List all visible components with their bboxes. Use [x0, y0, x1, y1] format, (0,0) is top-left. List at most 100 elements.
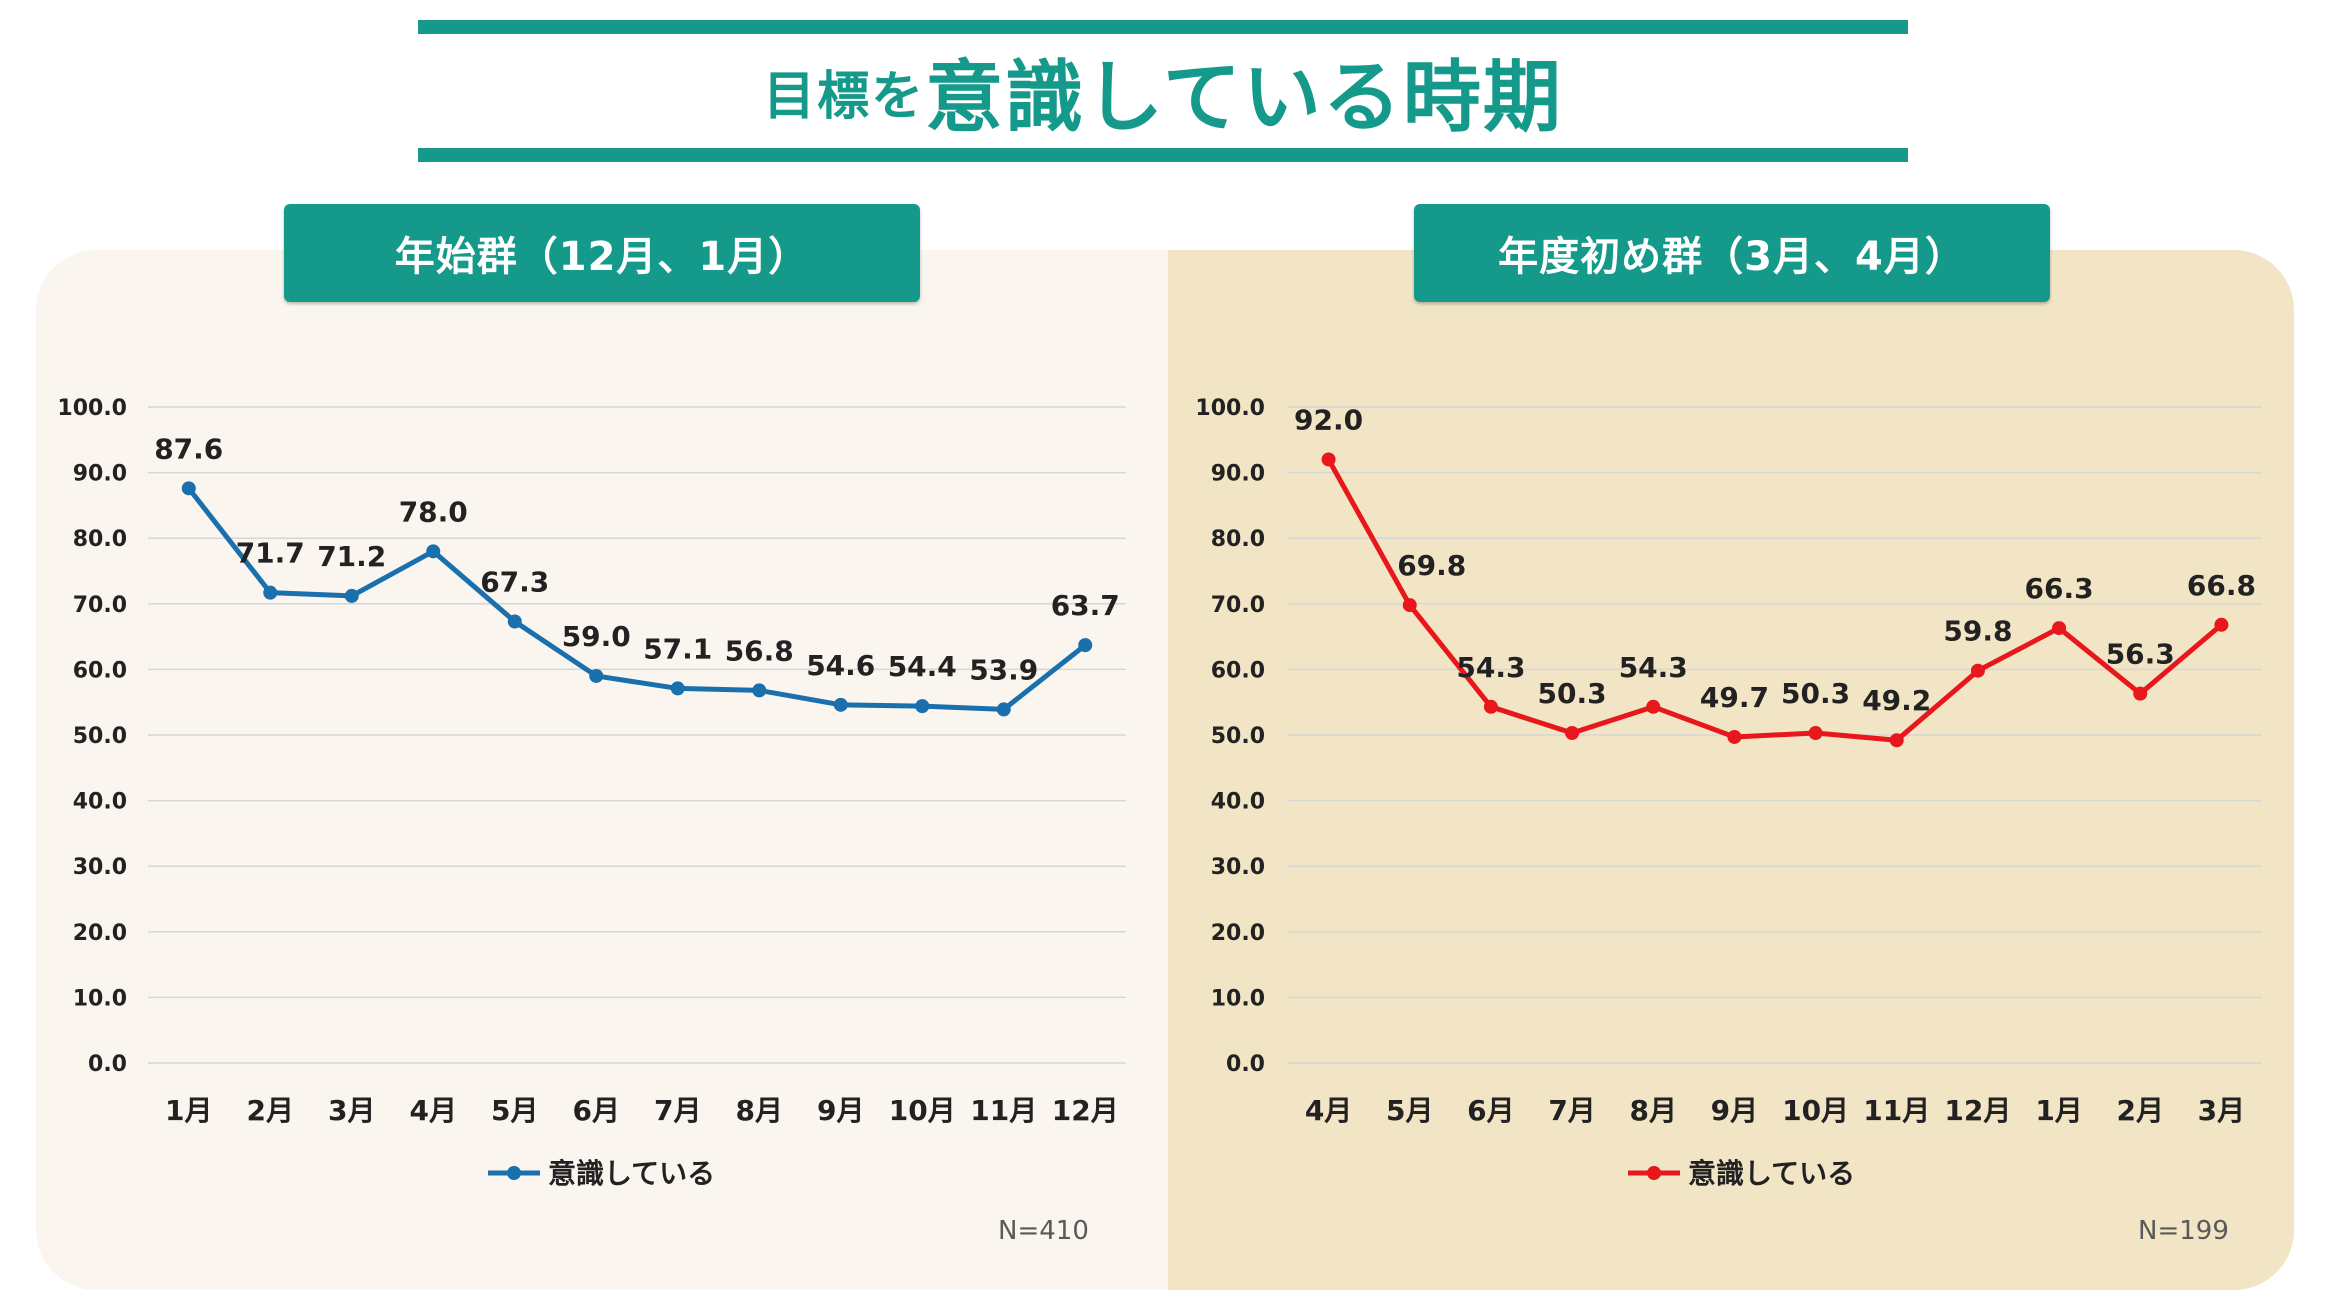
data-label: 57.1	[643, 632, 712, 665]
data-label: 56.8	[725, 634, 794, 667]
y-tick-label: 80.0	[73, 527, 127, 552]
y-tick-label: 90.0	[1211, 462, 1265, 487]
y-tick-label: 70.0	[73, 593, 127, 618]
data-point	[263, 585, 278, 600]
legend-marker	[507, 1166, 521, 1180]
data-point	[181, 481, 196, 496]
x-tick-label: 5月	[1386, 1094, 1433, 1127]
data-point	[1808, 726, 1823, 741]
right-panel	[1168, 250, 2294, 1290]
x-tick-label: 9月	[1711, 1094, 1758, 1127]
left-panel-header: 年始群（12月、1月）	[284, 204, 920, 302]
data-point	[1483, 699, 1498, 714]
x-tick-label: 4月	[1305, 1094, 1352, 1127]
x-tick-label: 7月	[654, 1094, 701, 1127]
left-sample-size: N=410	[998, 1216, 1089, 1246]
data-label: 66.3	[2025, 572, 2094, 605]
y-tick-label: 80.0	[1211, 527, 1265, 552]
title-bottom-bar	[418, 148, 1908, 162]
right-panel-header: 年度初め群（3月、4月）	[1414, 204, 2050, 302]
y-tick-label: 40.0	[73, 790, 127, 815]
y-tick-label: 50.0	[73, 724, 127, 749]
title-main: 意識している時期	[925, 53, 1563, 143]
y-tick-label: 50.0	[1211, 724, 1265, 749]
x-tick-label: 10月	[1782, 1094, 1849, 1127]
data-label: 71.7	[236, 537, 305, 570]
data-point	[670, 681, 685, 696]
y-tick-label: 90.0	[73, 462, 127, 487]
y-tick-label: 100.0	[57, 396, 127, 421]
data-point	[2052, 621, 2067, 636]
y-tick-label: 40.0	[1211, 790, 1265, 815]
x-tick-label: 11月	[1863, 1094, 1930, 1127]
data-label: 49.7	[1700, 681, 1769, 714]
data-label: 71.2	[317, 540, 386, 573]
data-label: 49.2	[1862, 684, 1931, 717]
y-tick-label: 60.0	[1211, 658, 1265, 683]
data-label: 50.3	[1781, 677, 1850, 710]
legend-label: 意識している	[1688, 1157, 1855, 1190]
x-tick-label: 8月	[736, 1094, 783, 1127]
data-point	[1646, 699, 1661, 714]
legend-marker	[1647, 1166, 1661, 1180]
left-panel	[36, 250, 1168, 1290]
data-label: 54.4	[888, 650, 957, 683]
data-label: 87.6	[154, 432, 223, 465]
y-tick-label: 20.0	[1211, 921, 1265, 946]
x-tick-label: 11月	[970, 1094, 1037, 1127]
y-tick-label: 10.0	[73, 986, 127, 1011]
data-point	[996, 702, 1011, 717]
data-point	[833, 697, 848, 712]
data-label: 56.3	[2106, 638, 2175, 671]
x-tick-label: 6月	[1467, 1094, 1514, 1127]
data-point	[1727, 729, 1742, 744]
data-label: 67.3	[480, 566, 549, 599]
data-label: 59.0	[562, 620, 631, 653]
x-tick-label: 3月	[2198, 1094, 2245, 1127]
y-tick-label: 0.0	[1226, 1052, 1265, 1077]
x-tick-label: 2月	[247, 1094, 294, 1127]
data-label: 59.8	[1943, 615, 2012, 648]
x-tick-label: 12月	[1052, 1094, 1119, 1127]
x-tick-label: 7月	[1548, 1094, 1595, 1127]
data-point	[1321, 452, 1336, 467]
data-point	[426, 544, 441, 559]
data-point	[1889, 733, 1904, 748]
data-label: 66.8	[2187, 569, 2256, 602]
x-tick-label: 10月	[889, 1094, 956, 1127]
series-line	[186, 485, 1088, 712]
data-label: 63.7	[1051, 589, 1120, 622]
y-tick-label: 0.0	[88, 1052, 127, 1077]
data-label: 69.8	[1397, 549, 1466, 582]
y-tick-label: 70.0	[1211, 593, 1265, 618]
data-point	[2133, 686, 2148, 701]
data-label: 54.6	[806, 649, 875, 682]
y-tick-label: 10.0	[1211, 986, 1265, 1011]
x-tick-label: 8月	[1630, 1094, 1677, 1127]
y-tick-label: 30.0	[1211, 855, 1265, 880]
data-label: 50.3	[1538, 677, 1607, 710]
x-tick-label: 2月	[2117, 1094, 2164, 1127]
x-tick-label: 9月	[817, 1094, 864, 1127]
x-tick-label: 4月	[410, 1094, 457, 1127]
data-label: 92.0	[1294, 403, 1363, 436]
data-point	[589, 668, 604, 683]
data-label: 54.3	[1619, 651, 1688, 684]
x-tick-label: 5月	[491, 1094, 538, 1127]
y-tick-label: 30.0	[73, 855, 127, 880]
y-tick-label: 20.0	[73, 921, 127, 946]
y-tick-label: 100.0	[1195, 396, 1265, 421]
data-point	[2214, 617, 2229, 632]
data-point	[1402, 598, 1417, 613]
data-point	[752, 683, 767, 698]
data-label: 53.9	[969, 653, 1038, 686]
data-point	[1078, 638, 1093, 653]
data-label: 78.0	[399, 495, 468, 528]
series-line	[1326, 456, 2224, 743]
legend-label: 意識している	[548, 1157, 715, 1190]
y-tick-label: 60.0	[73, 658, 127, 683]
data-point	[1565, 726, 1580, 741]
x-tick-label: 6月	[573, 1094, 620, 1127]
